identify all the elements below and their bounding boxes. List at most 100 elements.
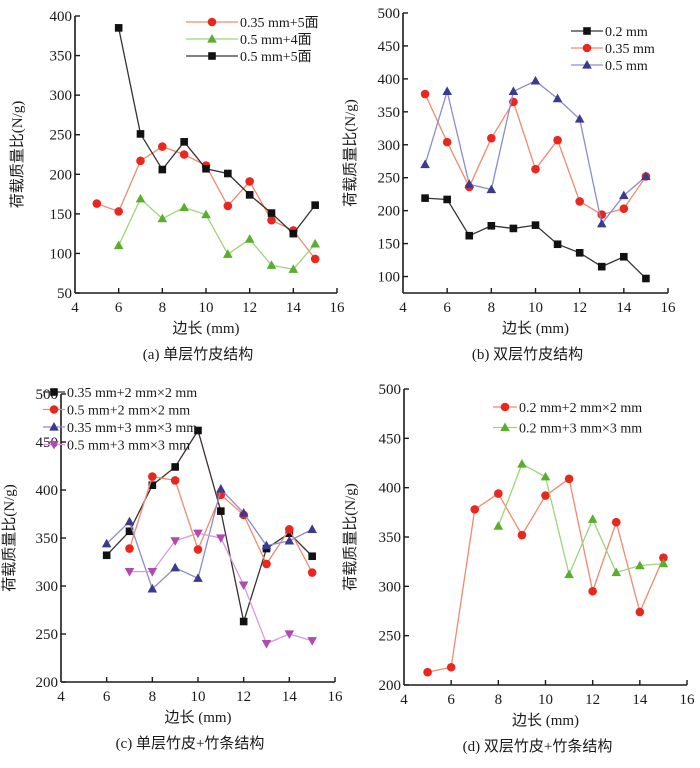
- y-axis-label: 荷载质量比(N/g): [1, 484, 18, 592]
- y-tick-label: 300: [379, 579, 402, 595]
- x-axis-label: 边长 (mm): [172, 320, 239, 337]
- x-tick-label: 12: [242, 300, 257, 316]
- data-point: [285, 525, 294, 534]
- data-point: [465, 231, 474, 240]
- y-tick-label: 250: [50, 128, 73, 144]
- data-point: [170, 476, 180, 485]
- series-a-1: [113, 193, 320, 273]
- chart-panel-b: 4 6 8 10 12 14 16 100 150 200 250 300 350 400 450 500 边长…: [342, 6, 676, 363]
- legend-marker: [49, 405, 59, 414]
- data-point: [194, 426, 202, 435]
- data-point: [531, 164, 540, 174]
- x-tick-label: 6: [447, 692, 455, 708]
- legend: 0.35 mm+5面 0.5 mm+4面 0.5 mm+5面: [186, 16, 319, 65]
- series-b-1: [420, 89, 651, 219]
- data-point: [619, 190, 629, 200]
- data-point: [245, 177, 254, 186]
- data-point: [261, 640, 272, 649]
- data-point: [531, 221, 540, 229]
- x-tick-label: 4: [400, 692, 408, 708]
- legend-label: 0.5 mm+5面: [240, 50, 312, 65]
- data-point: [307, 568, 317, 577]
- data-point: [125, 544, 134, 553]
- y-tick-label: 450: [379, 431, 402, 447]
- x-tick-label: 16: [661, 300, 677, 316]
- data-point: [442, 86, 452, 95]
- data-point: [464, 179, 475, 188]
- y-tick-label: 150: [50, 207, 73, 223]
- data-point: [446, 662, 456, 672]
- legend-marker: [582, 60, 592, 69]
- data-point: [102, 551, 111, 560]
- legend: 0.35 mm+2 mm×2 mm 0.5 mm+2 mm×2 mm 0.35 mm…: [43, 386, 197, 454]
- legend-marker: [500, 422, 510, 432]
- data-point: [239, 617, 248, 626]
- data-point: [540, 471, 551, 481]
- data-point: [553, 240, 562, 249]
- y-tick-label: 300: [36, 579, 59, 595]
- legend-marker: [208, 52, 216, 60]
- legend-marker: [49, 422, 59, 431]
- data-point: [641, 171, 651, 180]
- data-point: [575, 197, 584, 206]
- x-tick-label: 6: [103, 689, 111, 705]
- data-point: [486, 184, 497, 194]
- legend-marker: [207, 17, 217, 27]
- data-point: [659, 553, 668, 563]
- series-line: [118, 27, 316, 235]
- y-tick-label: 400: [50, 9, 73, 25]
- data-point: [136, 130, 145, 138]
- data-point: [193, 529, 203, 539]
- chart-panel-d: 4 6 8 10 12 14 16 200 250 300 350 400 450 500 边长 (mm) 荷…: [342, 382, 695, 755]
- legend-label: 0.5 mm+2 mm×2 mm: [67, 404, 190, 419]
- x-tick-label: 4: [71, 300, 79, 316]
- x-axis-label: 边长 (mm): [502, 320, 569, 337]
- legend-label: 0.35 mm: [605, 42, 655, 57]
- data-point: [114, 207, 123, 216]
- data-point: [423, 667, 432, 677]
- x-tick-label: 14: [632, 692, 648, 708]
- data-point: [193, 573, 203, 582]
- data-point: [170, 562, 180, 572]
- y-tick-label: 150: [378, 237, 401, 253]
- series-line: [106, 487, 313, 591]
- y-tick-label: 200: [378, 204, 401, 220]
- legend-label: 0.35 mm+2 mm×2 mm: [67, 386, 197, 401]
- x-tick-label: 10: [199, 300, 214, 316]
- panel-caption: (d) 双层竹皮+竹条结构: [463, 738, 613, 755]
- x-tick-label: 16: [328, 689, 344, 705]
- x-tick-label: 6: [443, 300, 451, 316]
- data-point: [574, 114, 585, 123]
- data-point: [288, 264, 299, 273]
- data-point: [420, 159, 430, 169]
- data-point: [564, 569, 574, 579]
- series-d-1: [493, 458, 669, 579]
- data-point: [158, 142, 167, 151]
- chart-panel-a: 4 6 8 10 12 14 16 50 100 150 200 250 300 350 400 边长 (mm…: [9, 9, 345, 363]
- data-point: [564, 474, 574, 484]
- data-point: [157, 213, 168, 223]
- x-tick-label: 8: [495, 692, 503, 708]
- series-a-2: [114, 24, 319, 238]
- legend: 0.2 mm+2 mm×2 mm 0.2 mm+3 mm×3 mm: [493, 401, 642, 437]
- data-point: [308, 552, 316, 561]
- y-axis-label: 荷载质量比(N/g): [342, 99, 359, 207]
- data-point: [420, 89, 430, 99]
- legend-marker: [583, 27, 591, 35]
- series-line: [497, 463, 664, 577]
- data-point: [216, 484, 226, 493]
- data-point: [147, 583, 158, 593]
- y-tick-label: 350: [36, 531, 59, 547]
- data-point: [508, 86, 519, 95]
- y-tick-label: 100: [50, 246, 73, 262]
- data-point: [635, 560, 645, 570]
- data-point: [587, 514, 598, 523]
- data-point: [509, 224, 518, 233]
- y-tick-label: 400: [36, 483, 59, 499]
- data-point: [541, 491, 550, 500]
- data-point: [552, 93, 563, 103]
- y-axis-label: 荷载质量比(N/g): [9, 101, 26, 209]
- data-point: [530, 75, 541, 85]
- y-tick-label: 200: [379, 678, 402, 694]
